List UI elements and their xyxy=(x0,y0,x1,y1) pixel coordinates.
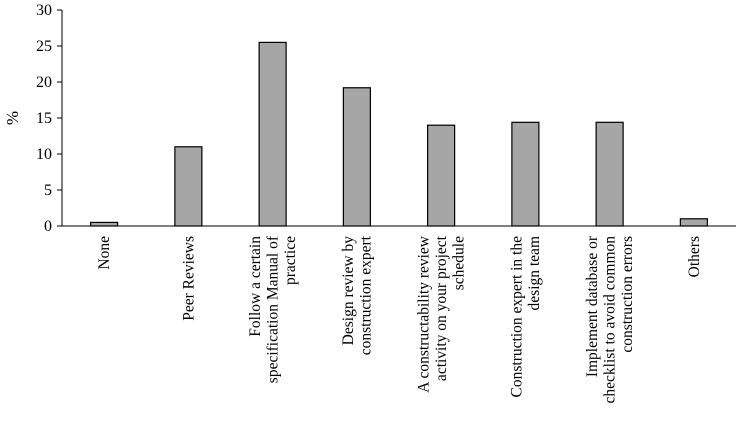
x-category-label-line: specification Manual of xyxy=(265,235,282,383)
x-category-label-line: A constructability review xyxy=(416,235,433,392)
y-tick-label: 30 xyxy=(36,2,52,19)
bar xyxy=(342,87,371,227)
x-axis-category-labels: None Peer Reviews Follow a certain specific… xyxy=(96,235,703,403)
bar xyxy=(90,221,119,227)
x-category-label-line: construction errors xyxy=(619,236,636,353)
bar xyxy=(511,121,540,227)
x-category-label-line: checklist to avoid common xyxy=(602,236,619,404)
x-category-label-line: None xyxy=(96,236,113,270)
x-category-label-line: Others xyxy=(686,236,703,277)
y-tick-label: 10 xyxy=(36,146,52,163)
x-category-label-line: practice xyxy=(282,236,299,285)
x-category-label: A constructability review activity on you… xyxy=(416,235,468,392)
y-axis-title: % xyxy=(3,111,22,125)
bar xyxy=(427,124,456,227)
x-category-label-line: activity on your project xyxy=(433,235,450,381)
y-tick-label: 20 xyxy=(36,74,52,91)
y-axis-ticks: 0 5 10 15 20 25 30 xyxy=(36,2,62,235)
x-category-label-line: Peer Reviews xyxy=(180,236,197,321)
x-category-label: None xyxy=(96,236,113,270)
x-category-label-line: Implement database or xyxy=(584,235,601,377)
bars xyxy=(90,41,708,227)
x-category-label: Design review by construction expert xyxy=(340,235,375,355)
x-category-label-line: design team xyxy=(526,236,543,310)
x-category-label-line: Follow a certain xyxy=(247,236,264,337)
x-category-label: Others xyxy=(686,236,703,277)
bar xyxy=(595,121,624,227)
bar xyxy=(258,41,287,227)
bar xyxy=(174,146,203,227)
x-category-label-line: schedule xyxy=(451,236,468,290)
x-category-label: Implement database or checklist to avoid … xyxy=(584,235,636,403)
bar xyxy=(679,218,708,227)
x-category-label-line: construction expert xyxy=(358,235,375,355)
x-category-label-line: Construction expert in the xyxy=(509,236,526,398)
x-category-label-line: Design review by xyxy=(340,236,357,346)
y-tick-label: 0 xyxy=(44,218,52,235)
y-tick-label: 15 xyxy=(36,110,52,127)
y-tick-label: 5 xyxy=(44,182,52,199)
x-category-label: Peer Reviews xyxy=(180,236,197,321)
x-category-label: Follow a certain specification Manual of p… xyxy=(247,235,299,383)
x-category-label: Construction expert in the design team xyxy=(509,236,544,398)
y-tick-label: 25 xyxy=(36,38,52,55)
